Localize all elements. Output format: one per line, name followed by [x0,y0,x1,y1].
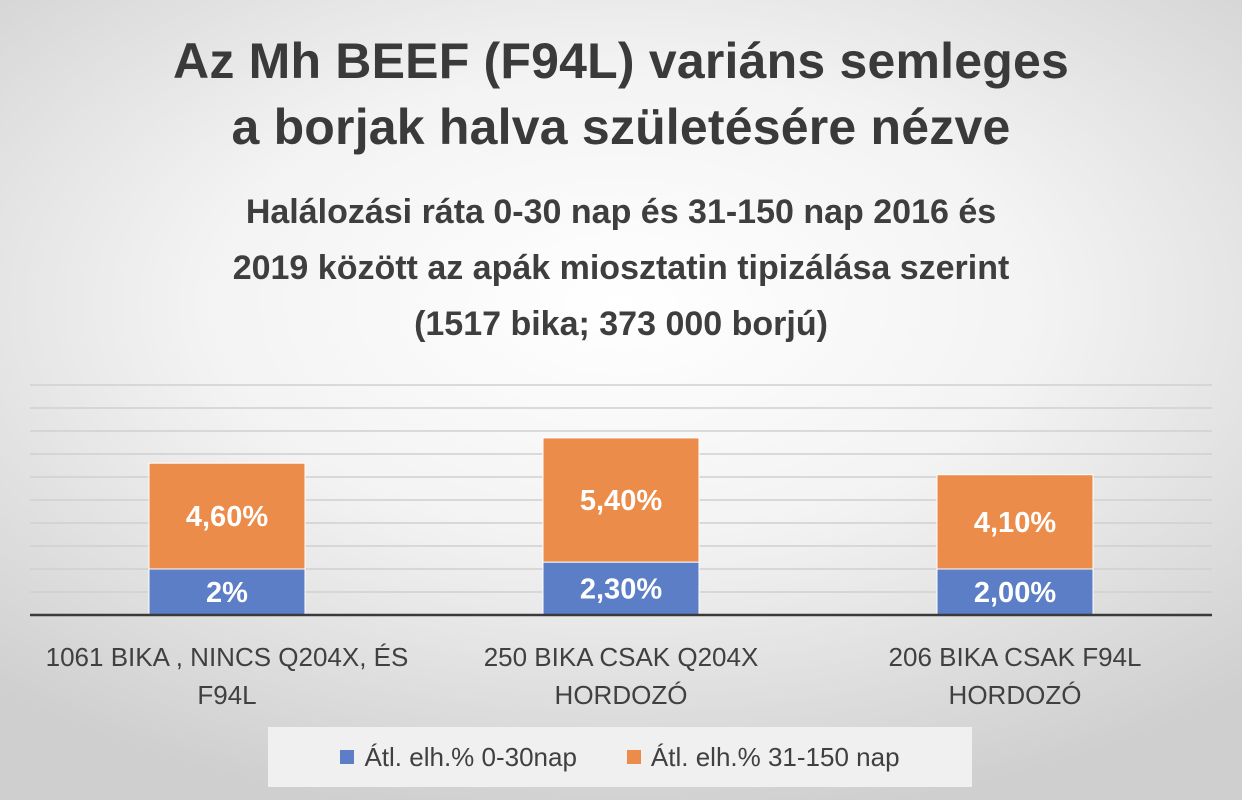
legend-swatch-series-2 [626,750,641,764]
legend-item-series-2: Átl. elh.% 31-150 nap [626,741,900,773]
data-label-series-2: 4,10% [974,507,1056,539]
chart-subtitle-line-1: Halálozási ráta 0-30 nap és 31-150 nap 2… [245,193,997,231]
chart-subtitle-line-2: 2019 között az apák miosztatin tipizálás… [232,249,1010,287]
bar-series-1 [936,568,1094,616]
category-label: 1061 BIKA , NINCS Q204X, ÉS [46,642,409,672]
data-label-series-1: 2,30% [580,574,662,606]
chart-subtitle: Halálozási ráta 0-30 nap és 31-150 nap 2… [0,184,1242,352]
category-label: 250 BIKA CSAK Q204X [484,642,759,672]
chart-subtitle-line-3: (1517 bika; 373 000 borjú) [414,305,828,343]
chart-title-line-1: Az Mh BEEF (F94L) variáns semleges [173,33,1069,89]
chart-legend: Átl. elh.% 0-30nap Átl. elh.% 31-150 nap [268,727,972,787]
category-label: 206 BIKA CSAK F94L [889,642,1142,672]
bar-series-2 [542,437,700,563]
legend-item-series-1: Átl. elh.% 0-30nap [340,741,577,773]
bar-series-2 [148,462,306,570]
chart-title-line-2: a borjak halva születésére nézve [231,99,1011,155]
legend-label-series-1: Átl. elh.% 0-30nap [364,741,577,772]
legend-swatch-series-1 [340,750,355,764]
data-label-series-2: 4,60% [186,501,268,533]
category-label: HORDOZÓ [949,680,1082,710]
bar-series-2 [936,474,1094,570]
legend-label-series-2: Átl. elh.% 31-150 nap [650,741,900,772]
data-label-series-1: 2,00% [974,577,1056,609]
category-label: HORDOZÓ [555,680,688,710]
data-label-series-2: 5,40% [580,485,662,517]
category-label: F94L [197,680,256,710]
data-label-series-1: 2% [206,577,248,609]
chart-title: Az Mh BEEF (F94L) variáns semleges a bor… [0,28,1242,160]
